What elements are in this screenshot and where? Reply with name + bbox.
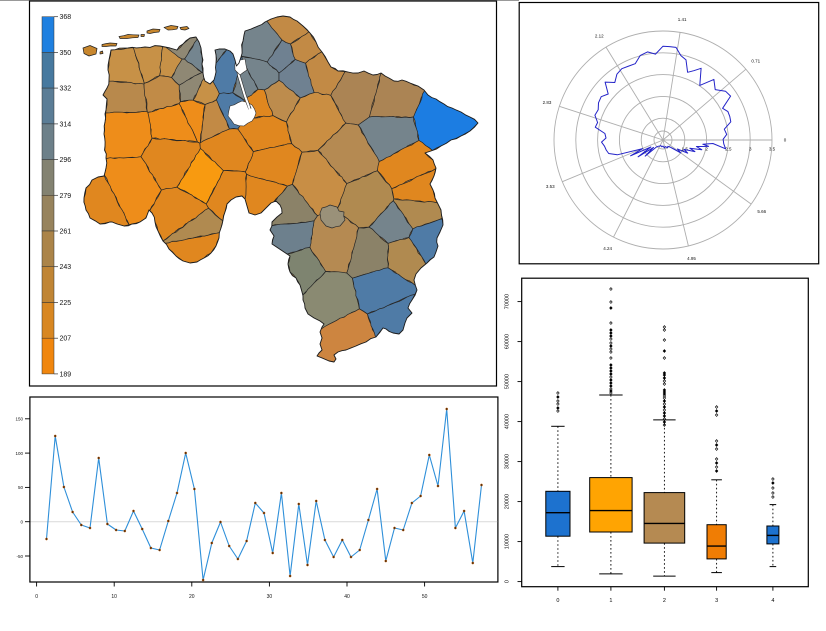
- svg-text:189: 189: [60, 371, 72, 378]
- svg-text:243: 243: [60, 264, 72, 271]
- svg-text:50: 50: [18, 485, 24, 490]
- svg-text:3.53: 3.53: [546, 184, 555, 189]
- svg-text:-50: -50: [16, 554, 23, 559]
- svg-text:225: 225: [60, 300, 72, 307]
- svg-text:296: 296: [60, 157, 72, 164]
- svg-text:2.83: 2.83: [543, 100, 552, 105]
- svg-text:279: 279: [60, 193, 72, 200]
- svg-text:1.41: 1.41: [678, 17, 687, 22]
- svg-text:30000: 30000: [505, 454, 511, 469]
- svg-text:0: 0: [556, 598, 559, 604]
- svg-text:4.95: 4.95: [687, 256, 696, 261]
- svg-text:314: 314: [60, 121, 72, 128]
- svg-text:2.5: 2.5: [725, 147, 732, 152]
- svg-text:368: 368: [60, 14, 72, 21]
- svg-text:3.5: 3.5: [769, 147, 776, 152]
- svg-text:4.24: 4.24: [603, 246, 612, 251]
- svg-text:70000: 70000: [505, 294, 511, 309]
- svg-text:0.71: 0.71: [751, 58, 760, 63]
- svg-text:1: 1: [609, 598, 612, 604]
- svg-text:50: 50: [422, 594, 428, 600]
- svg-text:0: 0: [784, 138, 787, 143]
- svg-text:150: 150: [15, 417, 23, 422]
- svg-text:3: 3: [749, 147, 752, 152]
- svg-text:0: 0: [20, 520, 23, 525]
- svg-text:2: 2: [705, 147, 708, 152]
- svg-text:2.12: 2.12: [595, 34, 604, 39]
- svg-text:20: 20: [189, 594, 195, 600]
- svg-text:10000: 10000: [505, 534, 511, 549]
- svg-text:40: 40: [344, 594, 350, 600]
- svg-text:100: 100: [15, 451, 23, 456]
- svg-text:50000: 50000: [505, 374, 511, 389]
- svg-text:4: 4: [771, 598, 774, 604]
- svg-text:261: 261: [60, 229, 72, 236]
- svg-text:20000: 20000: [505, 494, 511, 509]
- svg-text:207: 207: [60, 336, 72, 343]
- svg-text:332: 332: [60, 86, 72, 93]
- svg-text:2: 2: [663, 598, 666, 604]
- svg-text:350: 350: [60, 50, 72, 57]
- svg-text:0: 0: [35, 594, 38, 600]
- svg-text:3: 3: [715, 598, 718, 604]
- svg-text:5.66: 5.66: [757, 209, 766, 214]
- svg-text:1.5: 1.5: [682, 147, 689, 152]
- svg-text:10: 10: [111, 594, 117, 600]
- svg-text:60000: 60000: [505, 334, 511, 349]
- svg-text:0: 0: [505, 580, 511, 583]
- svg-text:30: 30: [267, 594, 273, 600]
- svg-text:40000: 40000: [505, 414, 511, 429]
